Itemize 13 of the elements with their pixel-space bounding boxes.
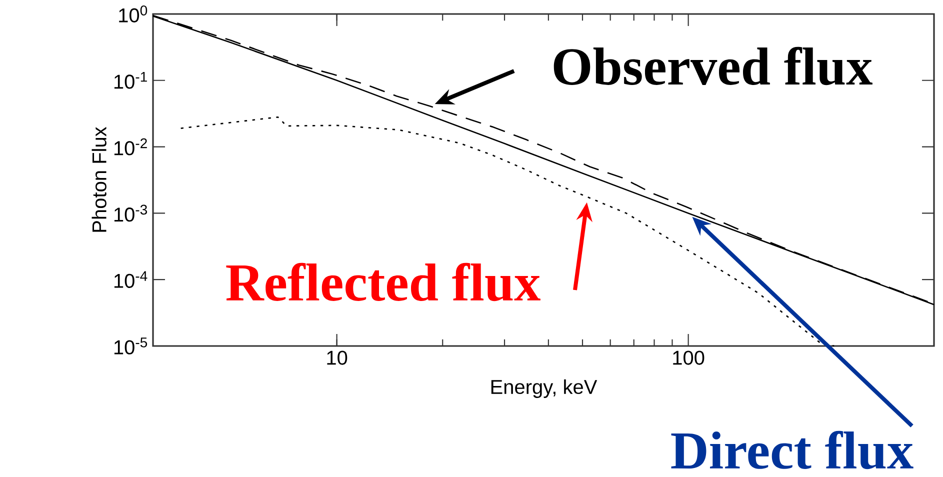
y-axis-title: Photon Flux [92,126,106,232]
x-axis-title: Energy, keV [491,379,598,398]
y-tick-label: 10$^{-2}$ [114,138,147,156]
y-tick-label: 10$^{-5}$ [114,338,148,354]
text: Direct flux [671,430,914,470]
x-tick-label: 10 [327,350,348,365]
y-tick-label: 10$^{-4}$ [114,271,148,288]
annotation: Reflected flux [226,262,540,302]
y-tick-label: 10$^{0}$ [119,6,148,22]
y-tick-label: 10$^{-1}$ [114,72,147,89]
y-tick-label: 10$^{-3}$ [114,204,148,222]
annotation: Observed flux [554,46,872,86]
x-tick-label: 100 [673,350,704,365]
